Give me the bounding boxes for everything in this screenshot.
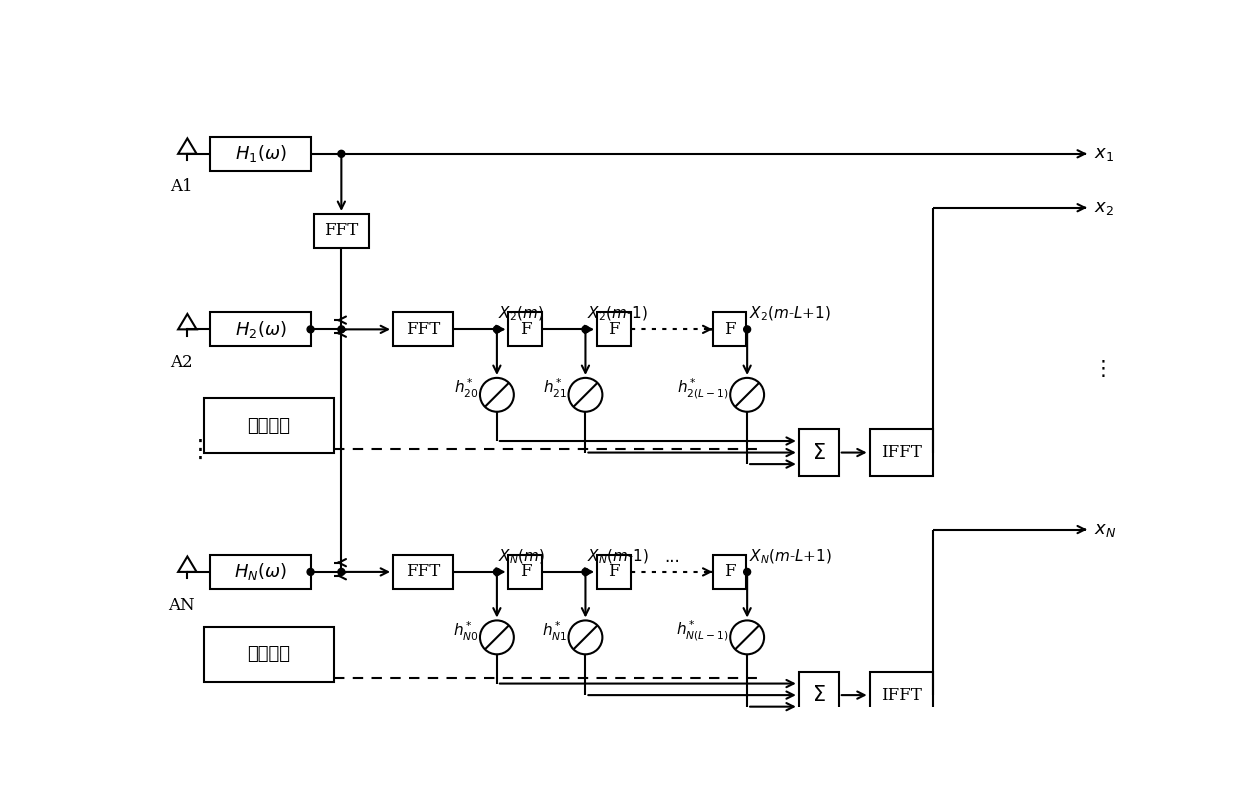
Text: 权值更新: 权值更新 (248, 646, 290, 663)
Bar (205, 398, 334, 453)
Text: $X_2(m$-$L$+$1)$: $X_2(m$-$L$+$1)$ (749, 305, 831, 323)
Text: IFFT: IFFT (880, 687, 921, 703)
Text: $h^*_{21}$: $h^*_{21}$ (543, 377, 567, 400)
Text: F: F (724, 564, 735, 580)
Text: $X_N(m$-$L$+$1)$: $X_N(m$-$L$+$1)$ (749, 547, 832, 566)
Bar (799, 672, 838, 719)
Bar (713, 312, 746, 346)
Text: $x_2$: $x_2$ (1094, 198, 1114, 217)
Text: $h^*_{N(L-1)}$: $h^*_{N(L-1)}$ (676, 619, 729, 643)
Text: $X_2(m)$: $X_2(m)$ (498, 305, 544, 323)
Text: A1: A1 (170, 179, 192, 195)
Text: A2: A2 (170, 354, 192, 371)
Text: 权值更新: 权值更新 (248, 417, 290, 434)
Text: F: F (608, 321, 620, 338)
Text: $\Sigma$: $\Sigma$ (812, 442, 826, 463)
Bar (713, 555, 746, 589)
Bar (869, 672, 932, 719)
Text: $X_N(m)$: $X_N(m)$ (498, 547, 546, 566)
Bar (211, 137, 310, 171)
Text: $\vdots$: $\vdots$ (1092, 358, 1106, 379)
Text: $X_2(m$-$1)$: $X_2(m$-$1)$ (587, 305, 647, 323)
Circle shape (494, 569, 501, 576)
Circle shape (744, 326, 750, 333)
Text: $H_1(\omega)$: $H_1(\omega)$ (234, 143, 286, 164)
Circle shape (582, 569, 589, 576)
Text: FFT: FFT (324, 222, 358, 239)
Circle shape (308, 569, 314, 576)
Text: FFT: FFT (405, 564, 440, 580)
Text: F: F (724, 321, 735, 338)
Circle shape (494, 326, 501, 333)
Text: AN: AN (167, 596, 195, 614)
Text: $h^*_{N0}$: $h^*_{N0}$ (453, 619, 479, 643)
Bar (596, 555, 631, 589)
Circle shape (308, 326, 314, 333)
Bar (211, 312, 310, 346)
Bar (393, 312, 453, 346)
Text: F: F (520, 321, 531, 338)
Bar (211, 555, 310, 589)
Bar (869, 430, 932, 476)
Circle shape (337, 569, 345, 576)
Text: FFT: FFT (405, 321, 440, 338)
Bar (508, 312, 542, 346)
Text: $H_2(\omega)$: $H_2(\omega)$ (234, 319, 286, 340)
Bar (393, 555, 453, 589)
Text: $X_N(m$-$1)$: $X_N(m$-$1)$ (587, 547, 649, 566)
Text: $x_1$: $x_1$ (1094, 145, 1114, 163)
Bar (596, 312, 631, 346)
Text: ...: ... (663, 548, 680, 566)
Bar (314, 214, 370, 248)
Text: F: F (520, 564, 531, 580)
Bar (799, 430, 838, 476)
Text: $H_N(\omega)$: $H_N(\omega)$ (234, 561, 286, 583)
Text: $h^*_{2(L-1)}$: $h^*_{2(L-1)}$ (677, 376, 729, 401)
Circle shape (744, 569, 750, 576)
Bar (205, 626, 334, 682)
Text: IFFT: IFFT (880, 444, 921, 461)
Bar (508, 555, 542, 589)
Text: $h^*_{N1}$: $h^*_{N1}$ (542, 619, 567, 643)
Circle shape (582, 326, 589, 333)
Text: F: F (608, 564, 620, 580)
Circle shape (337, 326, 345, 333)
Text: $\Sigma$: $\Sigma$ (812, 685, 826, 705)
Text: $h^*_{20}$: $h^*_{20}$ (454, 377, 479, 400)
Text: $\vdots$: $\vdots$ (187, 439, 203, 462)
Circle shape (337, 150, 345, 157)
Text: $x_N$: $x_N$ (1094, 521, 1116, 538)
